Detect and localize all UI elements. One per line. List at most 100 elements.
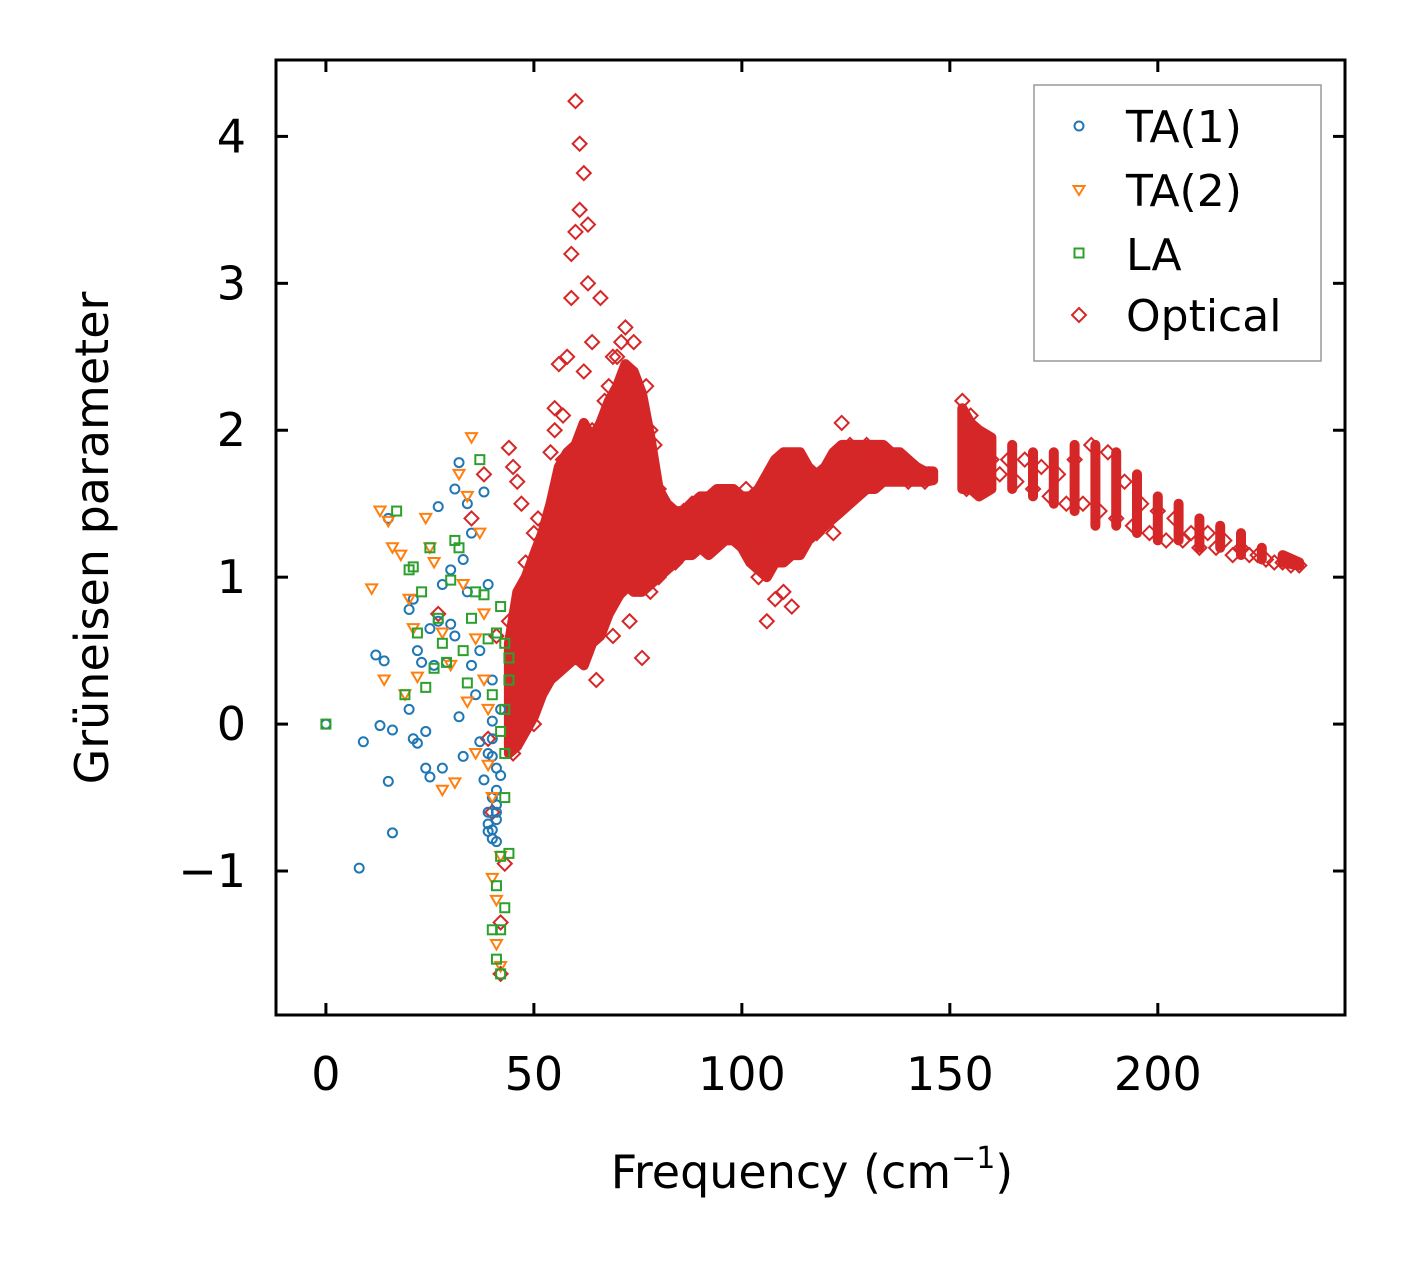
point-la bbox=[320, 718, 332, 730]
point-ta2 bbox=[468, 633, 483, 646]
point-optical bbox=[754, 524, 772, 542]
point-ta1 bbox=[482, 579, 494, 591]
point-ta1 bbox=[482, 818, 494, 830]
legend-frame bbox=[1033, 84, 1322, 362]
y-axis-label: Grüneisen parameter bbox=[65, 291, 119, 784]
point-ta1 bbox=[453, 711, 465, 723]
point-optical bbox=[512, 495, 530, 513]
point-optical bbox=[604, 627, 622, 645]
x-tick-label: 50 bbox=[505, 1047, 564, 1101]
legend-entry-ta2: TA(2) bbox=[1071, 166, 1242, 217]
point-optical bbox=[558, 348, 576, 366]
point-optical bbox=[708, 495, 726, 513]
point-optical bbox=[791, 539, 809, 557]
point-optical bbox=[750, 568, 767, 586]
point-optical bbox=[546, 421, 564, 439]
point-ta2 bbox=[489, 938, 504, 952]
point-ta1 bbox=[370, 649, 382, 661]
point-ta1 bbox=[411, 737, 423, 749]
point-ta1 bbox=[424, 771, 436, 783]
point-optical bbox=[508, 473, 526, 491]
point-ta2 bbox=[376, 674, 392, 688]
point-la bbox=[503, 652, 515, 664]
tick-layer: 0 50 100 150 200 −1 0 1 2 3 4 bbox=[178, 60, 1345, 1101]
point-optical bbox=[579, 274, 597, 292]
point-optical bbox=[629, 392, 647, 410]
point-optical bbox=[787, 451, 805, 469]
legend-marker-ta2 bbox=[1071, 185, 1087, 197]
point-optical bbox=[679, 524, 697, 542]
y-tick-label: −1 bbox=[178, 844, 246, 898]
point-la bbox=[416, 586, 428, 598]
point-optical bbox=[587, 671, 605, 689]
legend-marker-ta1 bbox=[1073, 120, 1085, 132]
point-ta2 bbox=[468, 747, 483, 761]
point-optical bbox=[650, 480, 668, 498]
point-optical bbox=[966, 473, 984, 491]
point-ta2 bbox=[393, 549, 409, 563]
point-ta1 bbox=[457, 750, 469, 762]
point-optical bbox=[587, 539, 605, 557]
point-optical bbox=[654, 524, 672, 542]
optical-dense-band bbox=[957, 403, 997, 502]
point-optical bbox=[646, 436, 663, 454]
point-optical bbox=[525, 715, 543, 733]
point-optical bbox=[920, 465, 938, 483]
point-optical bbox=[537, 532, 555, 549]
point-optical bbox=[1099, 443, 1117, 461]
legend-label-ta1: TA(1) bbox=[1125, 102, 1242, 153]
point-ta1 bbox=[436, 762, 448, 774]
point-optical bbox=[650, 568, 668, 586]
point-optical bbox=[1074, 495, 1092, 513]
x-tick-label: 150 bbox=[906, 1047, 994, 1101]
point-la bbox=[441, 656, 453, 668]
point-optical bbox=[1207, 539, 1225, 557]
point-la bbox=[461, 677, 473, 689]
point-optical bbox=[517, 686, 534, 704]
point-optical bbox=[612, 583, 630, 601]
point-la bbox=[499, 637, 511, 649]
y-tick-label: 2 bbox=[217, 403, 246, 457]
point-la bbox=[399, 689, 411, 701]
point-optical bbox=[475, 465, 493, 483]
point-optical bbox=[770, 495, 788, 513]
point-ta1 bbox=[378, 655, 390, 667]
point-la bbox=[503, 847, 515, 859]
point-ta1 bbox=[445, 618, 457, 630]
point-optical bbox=[1141, 524, 1158, 542]
point-ta2 bbox=[410, 671, 425, 685]
point-optical bbox=[883, 465, 901, 483]
point-optical bbox=[658, 539, 676, 557]
point-ta1 bbox=[486, 733, 498, 745]
point-ta2 bbox=[476, 674, 492, 688]
point-optical bbox=[492, 914, 510, 931]
point-la bbox=[453, 542, 465, 554]
point-optical bbox=[1082, 436, 1100, 454]
point-optical bbox=[646, 495, 663, 513]
point-la bbox=[499, 792, 511, 804]
point-optical bbox=[596, 392, 614, 410]
point-la bbox=[495, 601, 507, 613]
point-ta2 bbox=[485, 792, 500, 805]
point-optical bbox=[824, 524, 842, 542]
point-optical bbox=[1041, 487, 1059, 505]
point-optical bbox=[733, 509, 751, 527]
point-ta1 bbox=[478, 774, 490, 786]
legend-label-la: LA bbox=[1126, 230, 1182, 281]
point-optical bbox=[567, 223, 584, 241]
point-optical bbox=[621, 612, 638, 630]
point-la bbox=[495, 725, 507, 737]
point-optical bbox=[1257, 551, 1275, 568]
legend: TA(1) TA(2) LA Optical bbox=[1033, 84, 1322, 362]
point-optical bbox=[1191, 539, 1208, 557]
y-tick-label: 1 bbox=[217, 550, 246, 604]
point-la bbox=[428, 662, 440, 674]
point-la bbox=[499, 747, 511, 759]
point-ta1 bbox=[478, 486, 490, 498]
point-optical bbox=[550, 355, 568, 373]
point-optical bbox=[745, 495, 763, 513]
point-ta2 bbox=[455, 579, 471, 592]
point-optical bbox=[662, 509, 680, 527]
point-ta1 bbox=[486, 715, 498, 727]
point-ta2 bbox=[464, 432, 479, 445]
